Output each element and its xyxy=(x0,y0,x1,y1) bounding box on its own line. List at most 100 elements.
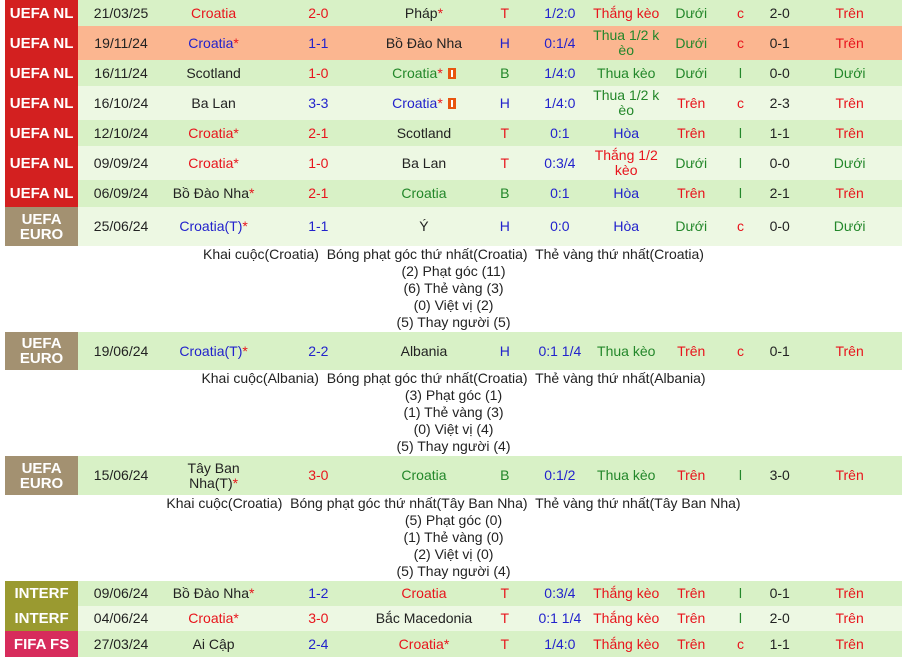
match-score[interactable]: 1-0 xyxy=(308,154,329,171)
match-result: H xyxy=(499,34,510,51)
away-team[interactable]: Ba Lan xyxy=(373,155,474,171)
match-score[interactable]: 2-1 xyxy=(308,124,329,141)
away-team[interactable]: Croatia xyxy=(373,186,474,201)
match-date: 16/10/24 xyxy=(93,94,149,111)
handicap-favorite-marker: * xyxy=(242,218,248,234)
home-team[interactable]: Tây Ban Nha(T)* xyxy=(164,460,263,491)
match-score[interactable]: 2-2 xyxy=(308,342,329,359)
match-row[interactable]: UEFA EURO 25/06/24 Croatia(T)* 1-1 Ý H 0:0 Hòa D… xyxy=(5,207,902,246)
match-stat-line: (6) Thẻ vàng (3) xyxy=(403,280,504,296)
home-team[interactable]: Croatia(T)* xyxy=(164,219,263,234)
match-row[interactable]: FIFA FS 27/03/24 Ai Cập 2-4 Croatia* T 1/4:0 Th… xyxy=(5,631,902,657)
home-team[interactable]: Scotland xyxy=(164,64,263,81)
match-score[interactable]: 3-0 xyxy=(308,610,329,626)
handicap-line: 0:1 xyxy=(550,185,570,201)
home-team[interactable]: Bồ Đào Nha* xyxy=(164,186,263,201)
over-under-result: Dưới xyxy=(675,154,708,171)
match-row[interactable]: UEFA NL 12/10/24 Croatia* 2-1 Scotland T 0:1 Hò… xyxy=(5,120,902,146)
match-row[interactable]: UEFA NL 16/10/24 Ba Lan 3-3 Croatia* H 1/4:0 Th… xyxy=(5,86,902,120)
away-team-name: Croatia xyxy=(401,185,447,201)
league-badge[interactable]: UEFA EURO xyxy=(5,332,79,370)
home-team-name: Scotland xyxy=(186,64,241,81)
league-badge[interactable]: UEFA NL xyxy=(5,120,79,146)
league-badge[interactable]: UEFA EURO xyxy=(5,456,79,495)
home-team[interactable]: Croatia xyxy=(164,5,263,21)
away-team-name: Croatia xyxy=(398,635,444,652)
home-team-name: Croatia xyxy=(188,154,234,171)
match-date: 16/11/24 xyxy=(94,64,148,81)
league-badge[interactable]: INTERF xyxy=(5,581,79,606)
away-team[interactable]: Pháp* xyxy=(373,5,474,21)
home-team[interactable]: Croatia* xyxy=(164,154,263,171)
match-score[interactable]: 1-2 xyxy=(308,585,329,601)
match-stat-line: Khai cuộc(Croatia) Bóng phạt góc thứ nhấ… xyxy=(166,495,741,511)
home-team[interactable]: Ba Lan xyxy=(164,95,263,111)
away-team[interactable]: Croatia* xyxy=(373,94,474,111)
league-badge[interactable]: UEFA EURO xyxy=(5,207,79,246)
league-badge[interactable]: UEFA NL xyxy=(5,26,79,60)
match-score[interactable]: 1-1 xyxy=(308,34,329,51)
league-badge[interactable]: INTERF xyxy=(5,606,79,631)
match-row[interactable]: UEFA NL 09/09/24 Croatia* 1-0 Ba Lan T 0:3/4 Th… xyxy=(5,146,902,180)
home-team[interactable]: Croatia* xyxy=(164,35,263,51)
away-team[interactable]: Scotland xyxy=(373,125,474,141)
match-stat-line: (3) Phạt góc (1) xyxy=(404,387,503,403)
match-result: T xyxy=(500,585,510,601)
match-row[interactable]: UEFA NL 16/11/24 Scotland 1-0 Croatia* B 1/4:0… xyxy=(5,60,902,86)
home-team-name: Bồ Đào Nha xyxy=(172,185,249,201)
match-row[interactable]: UEFA EURO 19/06/24 Croatia(T)* 2-2 Albania H 0… xyxy=(5,332,902,370)
league-badge[interactable]: UEFA NL xyxy=(5,60,79,86)
away-team[interactable]: Croatia xyxy=(373,586,474,601)
away-team[interactable]: Ý xyxy=(373,219,474,234)
half-time-score: 1-1 xyxy=(769,124,790,141)
match-score[interactable]: 3-0 xyxy=(308,467,329,483)
home-team[interactable]: Bồ Đào Nha* xyxy=(164,586,263,601)
match-score[interactable]: 2-0 xyxy=(308,4,329,21)
away-team[interactable]: Albania xyxy=(373,342,474,359)
half-time-over-under: Trên xyxy=(835,635,864,652)
over-under-result: Trên xyxy=(677,635,706,652)
away-team[interactable]: Bắc Macedonia xyxy=(373,611,474,626)
match-date: 06/09/24 xyxy=(93,185,149,201)
handicap-line: 0:1/2 xyxy=(544,467,576,483)
red-card-icon xyxy=(447,97,456,109)
away-team[interactable]: Croatia xyxy=(373,468,474,483)
odd-even-result: c xyxy=(736,34,744,51)
league-badge[interactable]: FIFA FS xyxy=(5,631,79,657)
over-under-result: Trên xyxy=(677,342,706,359)
match-score[interactable]: 2-4 xyxy=(308,635,329,652)
away-team[interactable]: Croatia* xyxy=(373,635,474,652)
league-badge[interactable]: UEFA NL xyxy=(5,0,79,26)
red-card-icon xyxy=(447,67,456,79)
match-row[interactable]: INTERF 04/06/24 Croatia* 3-0 Bắc Macedonia T 0… xyxy=(5,606,902,631)
match-row[interactable]: UEFA NL 06/09/24 Bồ Đào Nha* 2-1 Croatia B 0:1… xyxy=(5,180,902,207)
match-row[interactable]: INTERF 09/06/24 Bồ Đào Nha* 1-2 Croatia T 0:3/… xyxy=(5,581,902,606)
away-team[interactable]: Bồ Đào Nha xyxy=(373,35,474,51)
match-score[interactable]: 3-3 xyxy=(308,94,329,111)
handicap-favorite-marker: * xyxy=(233,124,239,141)
home-team[interactable]: Croatia* xyxy=(164,124,263,141)
home-team[interactable]: Croatia* xyxy=(164,611,263,626)
home-team[interactable]: Ai Cập xyxy=(164,636,263,652)
half-time-score: 2-0 xyxy=(769,610,790,626)
match-date: 19/06/24 xyxy=(93,342,149,359)
away-team-name: Croatia xyxy=(392,94,438,111)
league-badge[interactable]: UEFA NL xyxy=(5,180,79,207)
away-team[interactable]: Croatia* xyxy=(373,65,474,81)
match-score[interactable]: 1-1 xyxy=(308,218,329,234)
away-team-name: Bắc Macedonia xyxy=(375,610,473,626)
home-team[interactable]: Croatia(T)* xyxy=(164,342,263,359)
league-badge[interactable]: UEFA NL xyxy=(5,86,79,120)
match-score[interactable]: 2-1 xyxy=(308,185,329,201)
home-team-name: Croatia(T) xyxy=(179,342,243,359)
odd-even-result: l xyxy=(738,154,742,171)
handicap-favorite-marker: * xyxy=(232,474,239,491)
match-row[interactable]: UEFA EURO 15/06/24 Tây Ban Nha(T)* 3-0 Croat… xyxy=(5,456,902,495)
league-badge[interactable]: UEFA NL xyxy=(5,146,79,180)
handicap-line: 0:3/4 xyxy=(544,585,576,601)
match-score[interactable]: 1-0 xyxy=(308,64,329,81)
match-row[interactable]: UEFA NL 19/11/24 Croatia* 1-1 Bồ Đào Nha H 0:1… xyxy=(5,26,902,60)
handicap-favorite-marker: * xyxy=(249,185,255,201)
match-row[interactable]: UEFA NL 21/03/25 Croatia 2-0 Pháp* T 1/2:0 Thắn… xyxy=(5,0,902,26)
away-team-name: Albania xyxy=(400,342,448,359)
